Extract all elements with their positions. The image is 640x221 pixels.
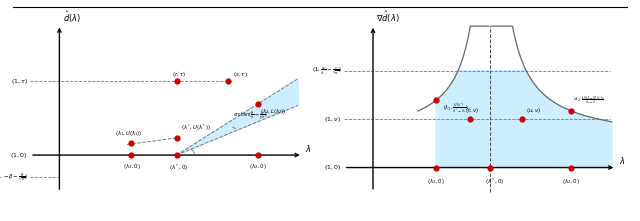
Text: $(\lambda^*,U(\lambda^*))$: $(\lambda^*,U(\lambda^*))$ (181, 123, 211, 133)
Text: $(1,\nu)$: $(1,\nu)$ (324, 114, 342, 124)
Text: $(1,\frac{\alpha}{\lambda^*}-\frac{c}{\sqrt{n}})$: $(1,\frac{\alpha}{\lambda^*}-\frac{c}{\s… (312, 65, 342, 76)
Text: $\nabla\hat{d}(\lambda)$: $\nabla\hat{d}(\lambda)$ (376, 9, 400, 25)
Point (126, 141, 136, 145)
Point (566, 166, 577, 169)
Point (172, 79, 182, 83)
Text: $\lambda$: $\lambda$ (305, 143, 312, 154)
Polygon shape (491, 70, 612, 168)
Text: $(\lambda_1,0)$: $(\lambda_1,0)$ (427, 177, 445, 186)
Point (566, 109, 577, 113)
Text: $(\lambda^*,0)$: $(\lambda^*,0)$ (169, 162, 188, 173)
Point (126, 153, 136, 157)
Text: $(\lambda_2,L(\lambda_2))$: $(\lambda_2,L(\lambda_2))$ (260, 107, 287, 116)
Text: $(\lambda_1,U(\lambda_1))$: $(\lambda_1,U(\lambda_1))$ (115, 129, 143, 138)
Text: $(1,0)$: $(1,0)$ (10, 151, 28, 160)
Point (172, 153, 182, 157)
Text: $(\lambda_1,\frac{U(\lambda^*)}{\lambda^*-\lambda_1})$: $(\lambda_1,\frac{U(\lambda^*)}{\lambda^… (443, 102, 469, 115)
Text: $(u,\nu)$: $(u,\nu)$ (526, 106, 541, 115)
Text: $\hat{d}(\lambda)$: $\hat{d}(\lambda)$ (63, 9, 81, 25)
Text: $(1,0)$: $(1,0)$ (324, 163, 342, 172)
Point (223, 79, 234, 83)
Point (253, 153, 263, 157)
Text: $(\lambda_1,0)$: $(\lambda_1,0)$ (122, 162, 140, 171)
Text: $(1,-\beta-\frac{\delta}{\sqrt{n}})$: $(1,-\beta-\frac{\delta}{\sqrt{n}})$ (0, 171, 28, 183)
Text: $(1,\tau)$: $(1,\tau)$ (11, 77, 28, 86)
Text: $(\lambda_2,0)$: $(\lambda_2,0)$ (249, 162, 267, 171)
Text: $\lambda$: $\lambda$ (618, 155, 625, 166)
Text: $(r,\tau)$: $(r,\tau)$ (172, 70, 186, 79)
Text: $(t,\nu)$: $(t,\nu)$ (465, 106, 479, 115)
Point (431, 98, 441, 102)
Point (431, 166, 441, 169)
Point (465, 117, 475, 121)
Text: $(\lambda_2,0)$: $(\lambda_2,0)$ (563, 177, 580, 186)
Text: $(\lambda^*,0)$: $(\lambda^*,0)$ (485, 177, 504, 187)
Point (253, 102, 263, 106)
Text: $(\lambda_2,\frac{L(\lambda_2)-U(\lambda^*)}{\lambda_2-\lambda^*})$: $(\lambda_2,\frac{L(\lambda_2)-U(\lambda… (573, 95, 605, 107)
Point (516, 117, 527, 121)
Point (172, 136, 182, 140)
Text: $(s,\tau)$: $(s,\tau)$ (233, 70, 248, 79)
Text: $\arctan(\frac{\delta}{\bar{n}}-\frac{c}{\gamma\bar{n}})$: $\arctan(\frac{\delta}{\bar{n}}-\frac{c}… (233, 109, 268, 122)
Polygon shape (177, 79, 298, 155)
Point (485, 166, 495, 169)
Polygon shape (436, 70, 489, 168)
